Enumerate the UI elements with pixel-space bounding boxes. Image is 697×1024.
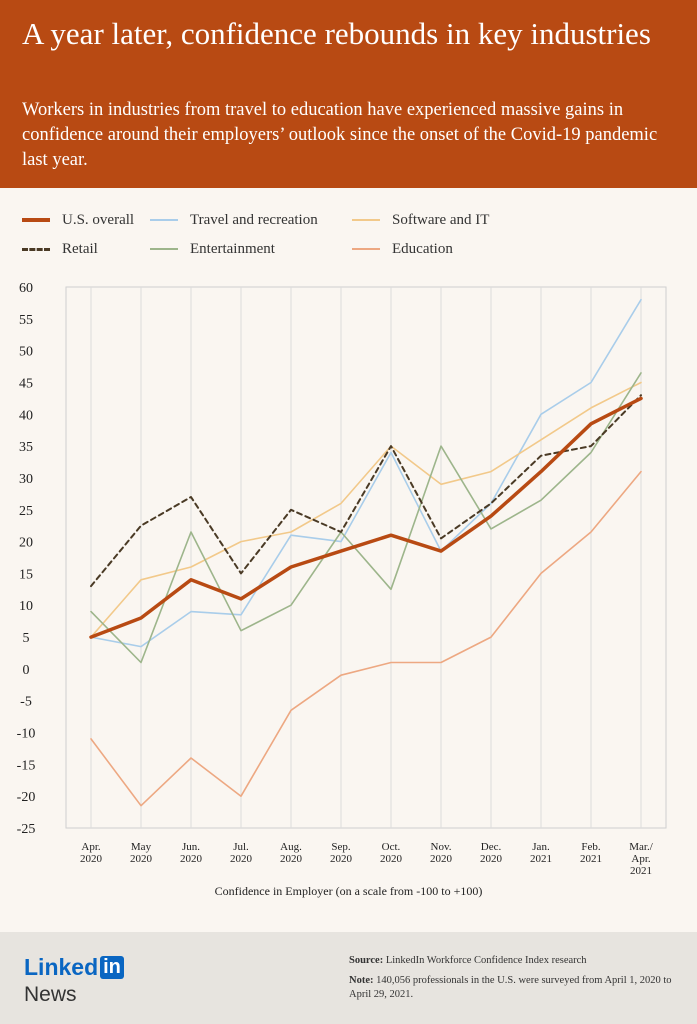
x-tick-label: Sep. 2020 xyxy=(330,841,353,865)
x-tick-label-line: May xyxy=(131,841,152,853)
y-tick-label: 45 xyxy=(19,376,33,391)
x-tick-label-line: 2020 xyxy=(80,853,103,865)
legend-label: Travel and recreation xyxy=(190,211,318,228)
note-label: Note: xyxy=(349,975,374,986)
y-tick-label: 40 xyxy=(19,408,33,423)
x-tick-label-line: 2020 xyxy=(230,853,253,865)
y-tick-label: 30 xyxy=(19,472,33,487)
x-tick-label: Nov. 2020 xyxy=(430,841,453,865)
x-tick-label-line: Jun. xyxy=(182,841,200,853)
legend-label: Education xyxy=(392,240,453,257)
x-tick-label: Jan. 2021 xyxy=(530,841,552,865)
legend-swatch xyxy=(150,219,178,221)
legend-retail: Retail xyxy=(22,239,98,259)
legend-swatch xyxy=(352,219,380,221)
y-tick-label: 60 xyxy=(19,281,33,296)
x-tick-label-line: 2021 xyxy=(530,853,552,865)
x-tick-label-line: 2020 xyxy=(330,853,353,865)
y-tick-label: 25 xyxy=(19,504,33,519)
x-tick-label: Jul. 2020 xyxy=(230,841,253,865)
x-tick-label: Mar./Apr. 2021 xyxy=(629,841,653,877)
legend-label: Retail xyxy=(62,240,98,257)
x-tick-label-line: Mar./ xyxy=(629,841,653,853)
x-tick-label: Apr. 2020 xyxy=(80,841,103,865)
footer: Linked in News Source: LinkedIn Workforce… xyxy=(0,932,697,1024)
x-tick-label: Dec. 2020 xyxy=(480,841,503,865)
x-tick-label-line: Oct. xyxy=(382,841,401,853)
legend-swatch xyxy=(22,247,50,251)
legend-us-overall: U.S. overall xyxy=(22,210,134,230)
y-tick-label: 5 xyxy=(23,631,30,646)
x-tick-label: Feb. 2021 xyxy=(580,841,602,865)
series-line-u-s-overall xyxy=(89,396,643,639)
chart-subtitle: Workers in industries from travel to edu… xyxy=(22,100,658,170)
legend-swatch xyxy=(150,248,178,250)
chart-title: A year later, confidence rebounds in key… xyxy=(22,16,651,51)
x-tick-label-line: Feb. xyxy=(581,841,601,853)
legend-software: Software and IT xyxy=(352,210,489,230)
source-label: Source: xyxy=(349,955,384,966)
y-tick-label: -10 xyxy=(17,727,36,742)
y-tick-label: 20 xyxy=(19,536,33,551)
series-line-software-and-it xyxy=(90,381,642,638)
x-tick-label-line: Apr. xyxy=(631,853,651,865)
x-tick-label-line: Dec. xyxy=(481,841,502,853)
logo-news: News xyxy=(24,983,77,1006)
legend-swatch xyxy=(22,218,50,222)
source-line: Source: LinkedIn Workforce Confidence In… xyxy=(349,954,689,968)
x-tick-label-line: 2020 xyxy=(130,853,153,865)
legend-entertainment: Entertainment xyxy=(150,239,275,259)
x-tick-label-line: Aug. xyxy=(280,841,302,853)
x-tick-label-line: 2021 xyxy=(630,865,652,877)
x-tick-label-line: Apr. xyxy=(81,841,101,853)
line-chart: 605550454035302520151050-5-10-15-20-25Ap… xyxy=(17,281,667,877)
note-text: 140,056 professionals in the U.S. were s… xyxy=(349,975,672,1000)
series-line-travel-and-recreation xyxy=(90,298,642,648)
x-tick-label: Oct. 2020 xyxy=(380,841,403,865)
y-tick-label: -5 xyxy=(20,695,32,710)
logo-word: Linked xyxy=(24,954,99,980)
y-tick-label: 0 xyxy=(23,663,30,678)
y-tick-label: 15 xyxy=(19,567,33,582)
series-line-entertainment xyxy=(90,372,642,664)
x-tick-label-line: 2020 xyxy=(380,853,403,865)
plot-frame xyxy=(65,286,667,829)
legend-label: U.S. overall xyxy=(62,211,135,228)
legend-label: Software and IT xyxy=(392,211,490,228)
legend-education: Education xyxy=(352,239,453,259)
source-note: Source: LinkedIn Workforce Confidence In… xyxy=(349,954,689,1002)
x-tick-label-line: Sep. xyxy=(331,841,351,853)
y-tick-label: 50 xyxy=(19,345,33,360)
legend-travel: Travel and recreation xyxy=(150,210,318,230)
note-line: Note: 140,056 professionals in the U.S. … xyxy=(349,974,689,1002)
y-tick-label: 35 xyxy=(19,440,33,455)
x-tick-label-line: 2020 xyxy=(280,853,303,865)
header-banner: A year later, confidence rebounds in key… xyxy=(0,0,697,188)
source-text: LinkedIn Workforce Confidence Index rese… xyxy=(383,955,587,966)
x-tick-label-line: 2021 xyxy=(580,853,602,865)
x-tick-label: Jun. 2020 xyxy=(180,841,203,865)
x-tick-label: May 2020 xyxy=(130,841,153,865)
y-tick-label: -15 xyxy=(17,758,36,773)
logo-in-badge: in xyxy=(100,956,124,979)
x-tick-label-line: 2020 xyxy=(180,853,203,865)
linkedin-wordmark: Linked in xyxy=(24,954,124,981)
x-tick-label: Aug. 2020 xyxy=(280,841,303,865)
x-axis-title: Confidence in Employer (on a scale from … xyxy=(214,884,483,898)
y-tick-label: -20 xyxy=(17,790,36,805)
y-tick-label: 55 xyxy=(19,313,33,328)
x-tick-label-line: 2020 xyxy=(480,853,503,865)
x-tick-label-line: Jul. xyxy=(233,841,249,853)
y-tick-label: 10 xyxy=(19,599,33,614)
x-tick-label-line: 2020 xyxy=(430,853,453,865)
series-line-retail xyxy=(90,394,642,588)
linkedin-news-logo: Linked in News xyxy=(24,954,124,1007)
legend-label: Entertainment xyxy=(190,240,275,257)
legend-swatch xyxy=(352,248,380,250)
x-tick-label-line: Jan. xyxy=(532,841,550,853)
series-line-education xyxy=(90,470,642,807)
y-tick-label: -25 xyxy=(17,822,36,837)
x-tick-label-line: Nov. xyxy=(431,841,452,853)
